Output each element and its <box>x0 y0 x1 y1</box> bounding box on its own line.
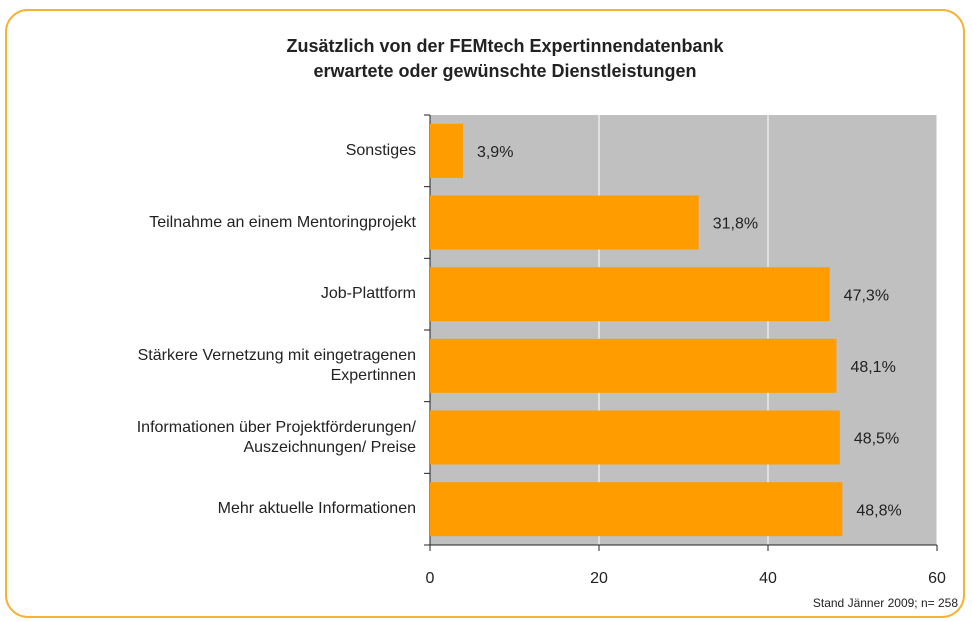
bar <box>430 482 843 537</box>
value-label: 48,5% <box>854 431 899 448</box>
footnote: Stand Jänner 2009; n= 258 <box>813 596 958 610</box>
y-tick-label: Stärkere Vernetzung mit eingetragenen Ex… <box>137 346 416 384</box>
bar <box>430 410 840 465</box>
y-tick-label: Teilnahme an einem Mentoringprojekt <box>149 213 416 231</box>
bar <box>430 338 837 393</box>
value-label: 48,1% <box>850 359 895 376</box>
value-label: 47,3% <box>844 287 889 304</box>
y-tick-label: Mehr aktuelle Informationen <box>217 500 416 518</box>
chart-title: Zusätzlich von der FEMtech Expertinnenda… <box>286 36 724 81</box>
y-tick-label: Job-Plattform <box>320 285 416 303</box>
value-label: 31,8% <box>713 216 758 233</box>
x-tick-label: 40 <box>759 570 777 587</box>
value-label: 48,8% <box>856 502 901 519</box>
x-tick-label: 60 <box>928 570 946 587</box>
plot-area <box>430 115 937 545</box>
y-tick-label: Sonstiges <box>345 141 416 159</box>
x-tick-label: 20 <box>590 570 608 587</box>
value-label: 3,9% <box>477 144 513 161</box>
bar <box>430 267 830 322</box>
y-tick-label: Informationen über Projektförderungen/ A… <box>136 418 416 456</box>
bar <box>430 123 463 178</box>
x-tick-label: 0 <box>426 570 435 587</box>
bar <box>430 195 699 250</box>
